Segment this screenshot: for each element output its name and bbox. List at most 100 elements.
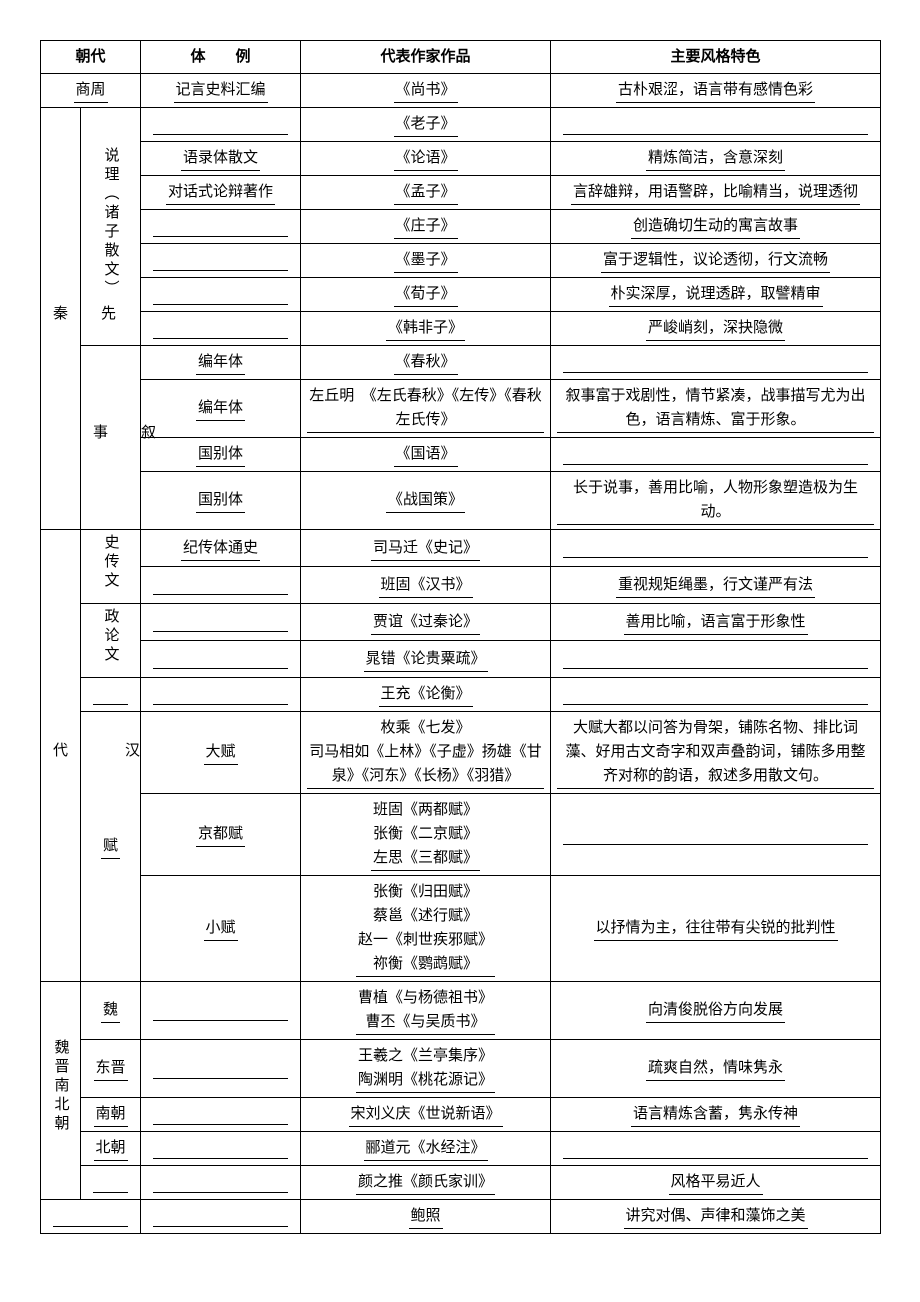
style-empty — [153, 1000, 288, 1021]
cell-works: 颜之推《颜氏家训》 — [301, 1166, 551, 1200]
cell-style — [141, 567, 301, 604]
row-dafu: 赋 大赋 枚乘《七发》 司马相如《上林》《子虚》扬雄《甘泉》《河东》《长杨》《羽… — [41, 712, 881, 794]
cell-features: 疏爽自然，情味隽永 — [551, 1040, 881, 1098]
style-empty — [153, 1206, 288, 1227]
cell-works: 《战国策》 — [301, 472, 551, 530]
cell-works: 班固《两都赋》 张衡《二京赋》 左思《三都赋》 — [301, 794, 551, 876]
cell-features — [551, 794, 881, 876]
cell-weijin: 魏晋南北朝 — [41, 982, 81, 1200]
style-empty — [153, 684, 288, 705]
style-empty — [153, 649, 288, 670]
weijin-label: 魏晋南北朝 — [49, 1039, 73, 1134]
cell-features: 严峻峭刻，深抉隐微 — [551, 312, 881, 346]
cell-zhenglun: 政论文 — [81, 604, 141, 678]
row-lungui: 晁错《论贵粟疏》 — [41, 641, 881, 678]
xianqin-label: 先 秦 — [47, 305, 119, 324]
cell-style: 国别体 — [141, 438, 301, 472]
works-text: 王充《论衡》 — [379, 682, 473, 707]
literature-table: 朝代 体 例 代表作家作品 主要风格特色 商周 记言史料汇编 《尚书》 古朴艰涩… — [40, 40, 881, 1234]
works-text: 曹植《与杨德祖书》 曹丕《与吴质书》 — [356, 986, 495, 1035]
row-hanshu: 班固《汉书》 重视规矩绳墨，行文谨严有法 — [41, 567, 881, 604]
row-laozi: 先 秦 说理︵诸子散文︶ 《老子》 — [41, 108, 881, 142]
cell-features: 富于逻辑性，议论透彻，行文流畅 — [551, 244, 881, 278]
fu-label: 赋 — [101, 834, 120, 859]
cell-works: 《国语》 — [301, 438, 551, 472]
works-text: 鲍照 — [409, 1204, 443, 1229]
cell-style: 记言史料汇编 — [141, 74, 301, 108]
works-text: 《论语》 — [394, 146, 458, 171]
cell-style — [141, 210, 301, 244]
cell-style: 语录体散文 — [141, 142, 301, 176]
features-text: 讲究对偶、声律和藻饰之美 — [624, 1204, 808, 1229]
cell-works: 《孟子》 — [301, 176, 551, 210]
row-lunheng: 王充《论衡》 — [41, 678, 881, 712]
features-text: 言辞雄辩，用语警辟，比喻精当，说理透彻 — [571, 180, 860, 205]
style-text: 编年体 — [196, 396, 245, 421]
row-mengzi: 对话式论辩著作 《孟子》 言辞雄辩，用语警辟，比喻精当，说理透彻 — [41, 176, 881, 210]
style-empty — [153, 114, 288, 135]
works-text: 王羲之《兰亭集序》 陶渊明《桃花源记》 — [356, 1044, 495, 1093]
style-text: 纪传体通史 — [181, 536, 260, 561]
works-text: 颜之推《颜氏家训》 — [356, 1170, 495, 1195]
style-empty — [153, 575, 288, 596]
header-style: 体 例 — [141, 41, 301, 74]
cell-features: 叙事富于戏剧性，情节紧凑，战事描写尤为出色，语言精炼、富于形象。 — [551, 380, 881, 438]
cell-works: 《尚书》 — [301, 74, 551, 108]
features-text: 向清俊脱俗方向发展 — [646, 998, 785, 1023]
cell-style — [141, 108, 301, 142]
cell-works: 《春秋》 — [301, 346, 551, 380]
cell-style — [141, 982, 301, 1040]
row-zhanguoce: 国别体 《战国策》 长于说事，善用比喻，人物形象塑造极为生动。 — [41, 472, 881, 530]
works-text: 《墨子》 — [394, 248, 458, 273]
style-text: 京都赋 — [196, 822, 245, 847]
row-jingdufu: 京都赋 班固《两都赋》 张衡《二京赋》 左思《三都赋》 — [41, 794, 881, 876]
style-empty — [153, 216, 288, 237]
cell-features: 重视规矩绳墨，行文谨严有法 — [551, 567, 881, 604]
cell-works: 《墨子》 — [301, 244, 551, 278]
header-features: 主要风格特色 — [551, 41, 881, 74]
style-empty — [153, 1104, 288, 1125]
features-text: 大赋大都以问答为骨架，铺陈名物、排比词藻、好用古文奇字和双声叠韵词，铺陈多用整齐… — [557, 716, 874, 789]
features-text: 朴实深厚，说理透辟，取譬精审 — [609, 282, 823, 307]
cell-style: 编年体 — [141, 380, 301, 438]
cell-style — [141, 1166, 301, 1200]
cell-sub: 魏 — [81, 982, 141, 1040]
sub-text: 南朝 — [94, 1102, 128, 1127]
cell-style: 编年体 — [141, 346, 301, 380]
cell-features: 朴实深厚，说理透辟，取譬精审 — [551, 278, 881, 312]
shuoli-label: 说理︵诸子散文︶ — [99, 147, 123, 299]
row-xunzi: 《荀子》 朴实深厚，说理透辟，取譬精审 — [41, 278, 881, 312]
cell-han: 汉 代 — [41, 530, 81, 982]
works-text: 郦道元《水经注》 — [364, 1136, 488, 1161]
cell-style — [141, 1098, 301, 1132]
cell-style — [141, 278, 301, 312]
works-text: 《国语》 — [394, 442, 458, 467]
works-text: 晁错《论贵粟疏》 — [364, 647, 488, 672]
cell-features: 以抒情为主，往往带有尖锐的批判性 — [551, 876, 881, 982]
features-text: 风格平易近人 — [669, 1170, 763, 1195]
row-chunqiu: 叙 事 编年体 《春秋》 — [41, 346, 881, 380]
cell-style — [141, 1200, 301, 1234]
style-empty — [153, 1058, 288, 1079]
cell-works: 《荀子》 — [301, 278, 551, 312]
cell-sub-empty — [81, 678, 141, 712]
cell-sub — [81, 1166, 141, 1200]
features-text: 疏爽自然，情味隽永 — [646, 1056, 785, 1081]
works-text: 班固《两都赋》 张衡《二京赋》 左思《三都赋》 — [371, 798, 480, 871]
cell-features: 精炼简洁，含意深刻 — [551, 142, 881, 176]
sub-empty — [93, 1172, 128, 1193]
cell-works: 贾谊《过秦论》 — [301, 604, 551, 641]
row-shiji: 汉 代 史传文 纪传体通史 司马迁《史记》 — [41, 530, 881, 567]
style-text: 对话式论辩著作 — [166, 180, 275, 205]
style-text: 语录体散文 — [181, 146, 260, 171]
cell-works: 《韩非子》 — [301, 312, 551, 346]
header-row: 朝代 体 例 代表作家作品 主要风格特色 — [41, 41, 881, 74]
sub-text: 魏 — [101, 998, 120, 1023]
shizhuan-label: 史传文 — [99, 534, 123, 591]
cell-xushi: 叙 事 — [81, 346, 141, 530]
works-text: 《荀子》 — [394, 282, 458, 307]
features-text: 重视规矩绳墨，行文谨严有法 — [616, 573, 815, 598]
dynasty-text: 商周 — [74, 78, 108, 103]
cell-features: 创造确切生动的寓言故事 — [551, 210, 881, 244]
feat-empty — [563, 824, 868, 845]
